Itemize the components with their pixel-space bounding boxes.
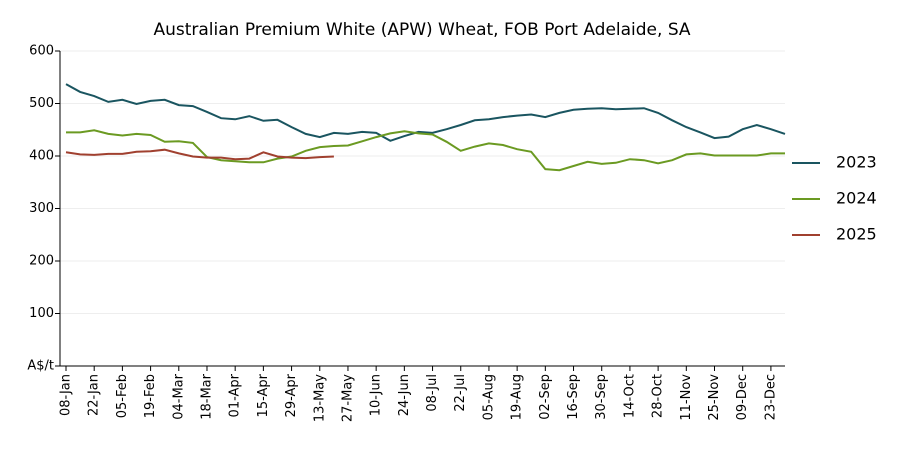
series-line (65, 148, 334, 161)
legend-label: 2025 (836, 225, 877, 244)
y-tick-label: 600 (29, 44, 54, 59)
x-tick-label: 23-Dec (763, 374, 778, 420)
y-tick-label: 100 (29, 306, 54, 321)
x-tick-label: 29-Apr (284, 373, 299, 417)
x-tick-label: 19-Aug (510, 374, 525, 420)
x-tick-label: 28-Oct (651, 374, 666, 418)
x-tick-label: 05-Aug (481, 374, 496, 420)
x-tick-label: 04-Mar (171, 373, 186, 419)
x-tick-label: 08-Jan (59, 374, 74, 416)
x-tick-label: 14-Oct (622, 374, 637, 418)
y-tick-label: 300 (29, 201, 54, 216)
x-tick-label: 15-Apr (256, 373, 271, 417)
x-tick-label: 08-Jul (425, 374, 440, 412)
x-tick-label: 19-Feb (143, 374, 158, 418)
x-tick-label: 05-Feb (115, 374, 130, 418)
legend-label: 2024 (836, 189, 877, 208)
series-line (66, 129, 785, 172)
x-tick-label: 01-Apr (228, 373, 243, 417)
x-tick-label: 24-Jun (397, 374, 412, 416)
x-tick-label: 18-Mar (199, 373, 214, 419)
x-tick-label: 10-Jun (369, 374, 384, 416)
x-tick-label: 16-Sep (566, 374, 581, 420)
x-tick-label: 02-Sep (538, 374, 553, 420)
x-tick-label: 30-Sep (594, 374, 609, 420)
legend-label: 2023 (836, 153, 877, 172)
y-tick-label: 200 (29, 254, 54, 269)
y-tick-label: 400 (29, 149, 54, 164)
x-tick-label: 11-Nov (679, 374, 694, 421)
x-tick-label: 25-Nov (707, 374, 722, 421)
x-tick-label: 27-May (340, 374, 355, 422)
x-tick-label: 22-Jul (453, 374, 468, 412)
chart-title: Australian Premium White (APW) Wheat, FO… (153, 20, 690, 40)
x-tick-label: 22-Jan (87, 374, 102, 416)
series-line (65, 83, 786, 142)
y-tick-label: A$/t (27, 359, 54, 374)
x-tick-label: 09-Dec (735, 374, 750, 420)
x-tick-label: 13-May (312, 374, 327, 422)
y-tick-label: 500 (29, 96, 54, 111)
